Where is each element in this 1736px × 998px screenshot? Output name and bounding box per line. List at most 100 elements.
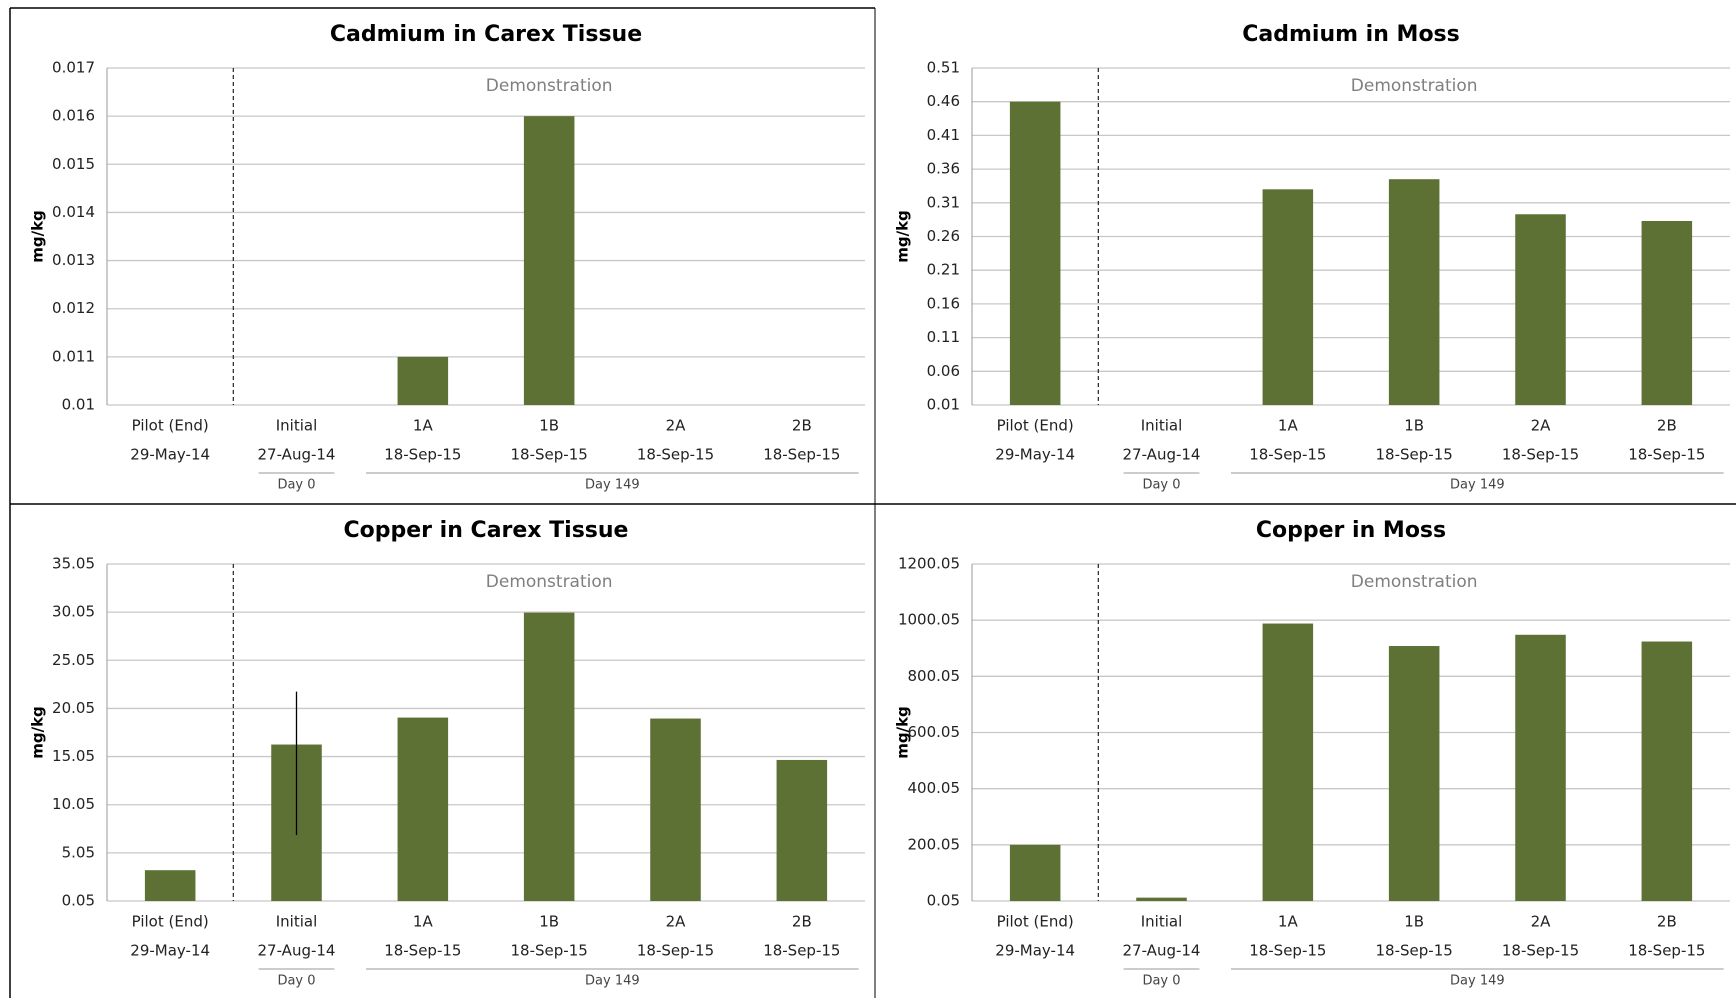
bar [776,759,828,901]
bar [397,717,449,901]
x-tick-label: 1B [539,913,559,931]
y-tick-label: 0.21 [927,261,960,279]
y-tick-label: 600.05 [908,723,961,741]
bar [523,116,575,406]
y-tick-label: 0.013 [52,251,95,269]
bar [1388,646,1440,901]
x-tick-label: 1A [413,913,434,931]
bar [1136,897,1187,901]
x-tick-label: 2A [1531,417,1552,435]
chart-title: Cadmium in Carex Tissue [330,22,642,47]
x-tick-date: 18-Sep-15 [511,942,588,960]
x-tick-date: 18-Sep-15 [384,942,461,960]
bar [1515,634,1566,901]
x-tick-label: Initial [276,417,318,435]
x-tick-label: 2B [792,417,812,435]
x-tick-date: 18-Sep-15 [1249,942,1326,960]
y-tick-label: 1200.05 [898,555,960,573]
y-tick-label: 0.51 [927,59,960,77]
x-tick-label: 2B [1657,913,1677,931]
x-tick-date: 29-May-14 [995,942,1075,960]
x-tick-date: 27-Aug-14 [1123,942,1201,960]
annotation: Demonstration [1351,572,1478,592]
x-tick-date: 29-May-14 [130,942,210,960]
bar [1515,214,1566,405]
group-label: Day 0 [277,478,315,493]
x-tick-label: 1B [539,417,559,435]
annotation: Demonstration [1351,76,1478,96]
x-tick-label: 1A [1278,417,1299,435]
x-tick-label: 2B [1657,417,1677,435]
x-tick-date: 18-Sep-15 [1628,446,1705,464]
x-tick-date: 18-Sep-15 [384,446,461,464]
y-tick-label: 10.05 [52,795,95,813]
x-tick-date: 27-Aug-14 [258,446,336,464]
x-tick-label: 2A [1531,913,1552,931]
bar [1388,179,1440,405]
y-tick-label: 0.46 [927,92,960,110]
bar [144,870,196,901]
y-tick-label: 0.11 [927,328,960,346]
chart-title: Copper in Moss [1256,518,1446,543]
annotation: Demonstration [486,572,613,592]
y-tick-label: 30.05 [52,603,95,621]
bar [1262,189,1314,405]
y-tick-label: 400.05 [908,779,961,797]
x-tick-date: 27-Aug-14 [258,942,336,960]
x-tick-date: 18-Sep-15 [1376,942,1453,960]
y-axis-label: mg/kg [894,210,912,263]
x-tick-label: Initial [276,913,318,931]
x-tick-label: Pilot (End) [132,417,209,435]
y-tick-label: 0.16 [927,294,960,312]
bar [1009,101,1061,405]
y-tick-label: 0.015 [52,155,95,173]
group-label: Day 149 [1450,974,1505,989]
x-tick-date: 27-Aug-14 [1123,446,1201,464]
y-axis-label: mg/kg [29,210,47,263]
x-tick-label: 1B [1404,417,1424,435]
x-tick-label: 1B [1404,913,1424,931]
bar [1009,844,1061,901]
y-axis-label: mg/kg [894,706,912,759]
y-tick-label: 0.011 [52,347,95,365]
y-tick-label: 0.05 [927,892,960,910]
y-tick-label: 0.06 [927,362,960,380]
x-tick-label: Pilot (End) [997,913,1074,931]
bar [1641,220,1693,405]
x-tick-label: Initial [1141,417,1183,435]
x-tick-label: Initial [1141,913,1183,931]
x-tick-date: 18-Sep-15 [637,942,714,960]
x-tick-label: Pilot (End) [997,417,1074,435]
y-tick-label: 15.05 [52,747,95,765]
x-tick-label: 2A [666,417,687,435]
group-label: Day 149 [585,974,640,989]
group-label: Day 0 [1142,974,1180,989]
x-tick-date: 18-Sep-15 [1502,446,1579,464]
annotation: Demonstration [486,76,613,96]
y-tick-label: 20.05 [52,699,95,717]
x-tick-label: 1A [413,417,434,435]
y-tick-label: 800.05 [908,667,961,685]
x-tick-date: 18-Sep-15 [763,942,840,960]
x-tick-label: Pilot (End) [132,913,209,931]
y-tick-label: 0.01 [927,396,960,414]
y-tick-label: 200.05 [908,835,961,853]
y-tick-label: 0.017 [52,59,95,77]
x-tick-date: 18-Sep-15 [637,446,714,464]
y-tick-label: 25.05 [52,651,95,669]
x-tick-label: 2B [792,913,812,931]
y-tick-label: 0.41 [927,126,960,144]
group-label: Day 0 [1142,478,1180,493]
x-tick-date: 18-Sep-15 [1502,942,1579,960]
group-label: Day 149 [1450,478,1505,493]
y-axis-label: mg/kg [29,706,47,759]
x-tick-label: 2A [666,913,687,931]
y-tick-label: 0.36 [927,160,960,178]
x-tick-date: 18-Sep-15 [1249,446,1326,464]
bar [1262,623,1314,901]
x-tick-date: 29-May-14 [130,446,210,464]
bar [397,356,449,405]
group-label: Day 149 [585,478,640,493]
y-tick-label: 0.05 [62,892,95,910]
x-tick-date: 18-Sep-15 [1376,446,1453,464]
